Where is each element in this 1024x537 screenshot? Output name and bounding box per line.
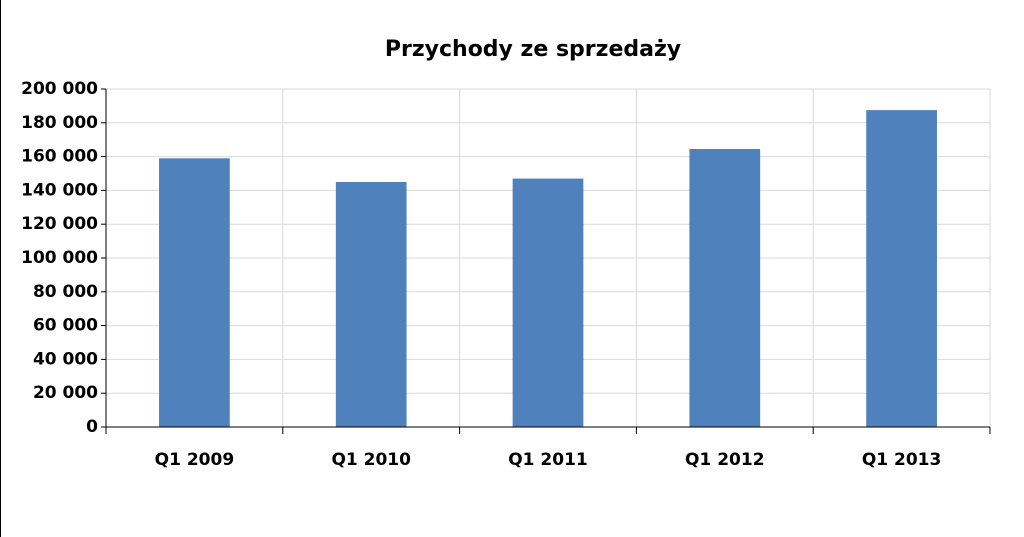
y-tick-label: 60 000 — [33, 316, 98, 336]
y-tick-label: 40 000 — [33, 349, 98, 369]
bar — [866, 110, 937, 427]
x-tick-label: Q1 2009 — [155, 450, 235, 470]
x-tick-label: Q1 2011 — [508, 450, 588, 470]
y-tick-label: 200 000 — [21, 79, 98, 99]
y-tick-label: 100 000 — [21, 248, 98, 268]
y-tick-label: 20 000 — [33, 383, 98, 403]
y-tick-label: 120 000 — [21, 214, 98, 234]
bar — [335, 181, 407, 427]
y-tick-label: 0 — [86, 417, 98, 437]
y-tick-label: 140 000 — [21, 180, 98, 200]
x-tick-label: Q1 2012 — [685, 450, 765, 470]
x-tick-label: Q1 2010 — [331, 450, 411, 470]
bar — [689, 148, 761, 427]
x-tick-label: Q1 2013 — [862, 450, 942, 470]
y-tick-label: 180 000 — [21, 113, 98, 133]
y-tick-label: 160 000 — [21, 147, 98, 167]
y-tick-label: 80 000 — [33, 282, 98, 302]
chart-title: Przychody ze sprzedaży — [385, 37, 681, 62]
bar — [512, 178, 584, 427]
bar — [159, 158, 230, 428]
